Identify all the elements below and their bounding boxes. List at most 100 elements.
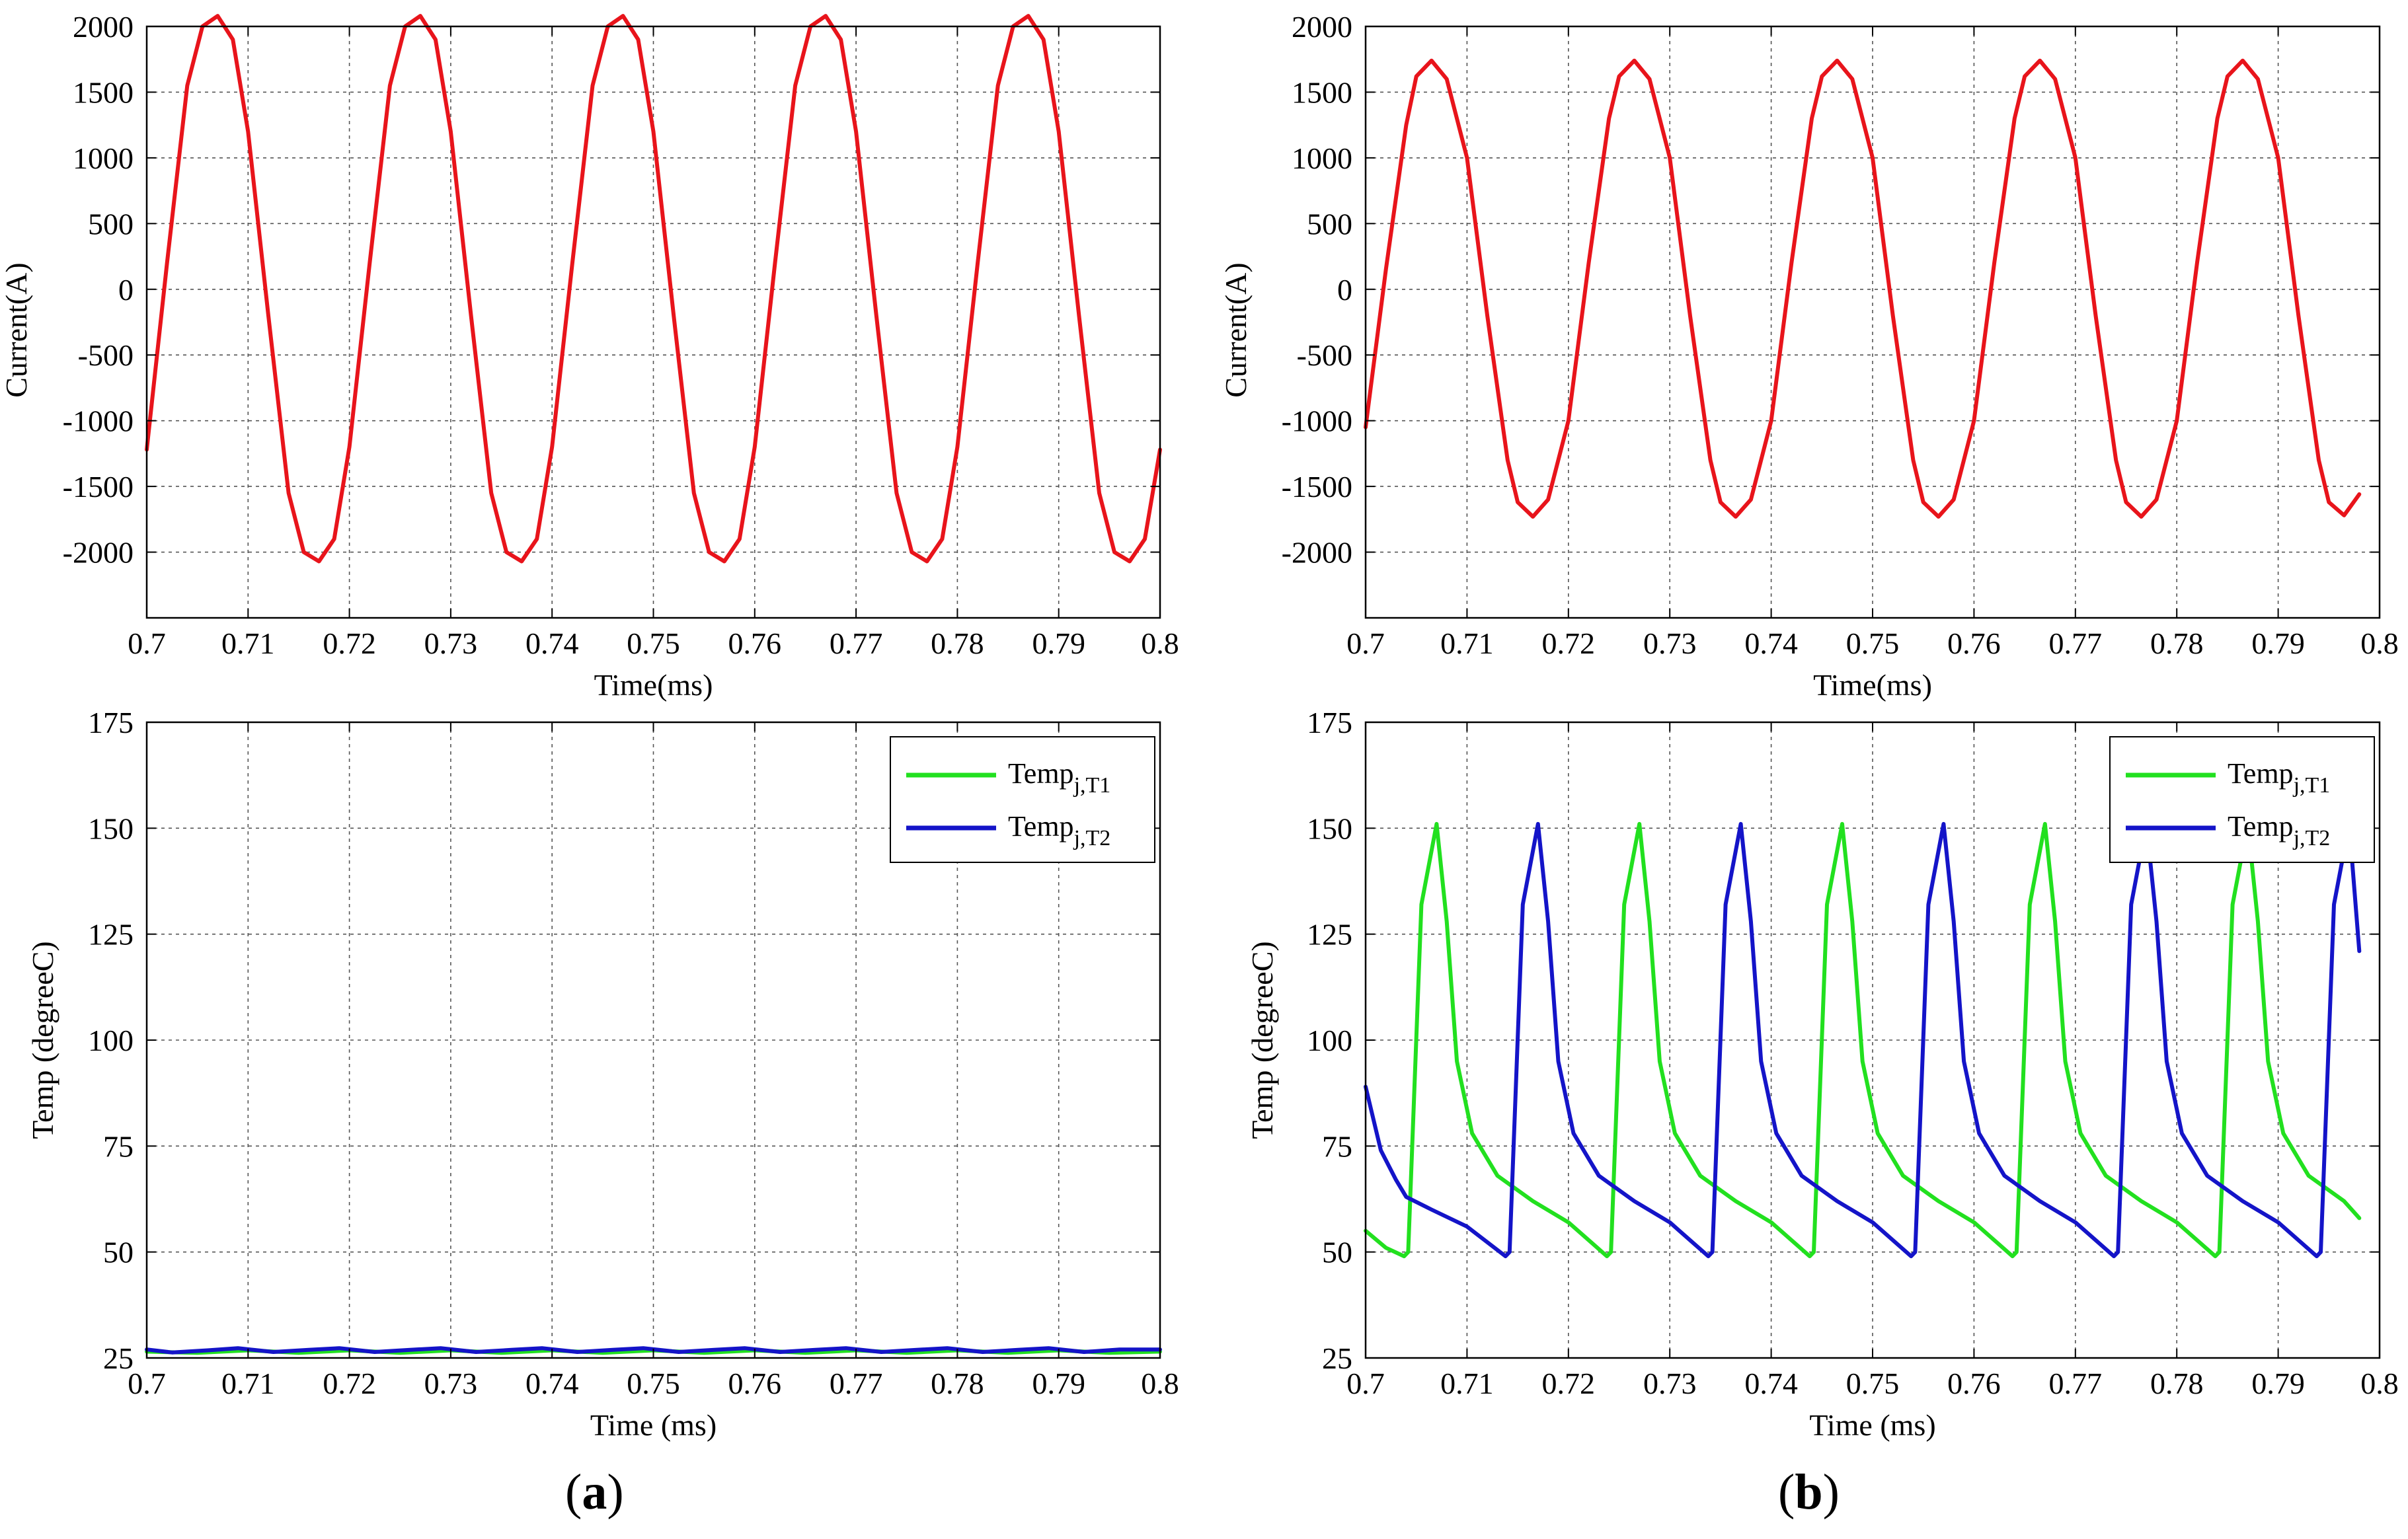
legend-label-subscript: j,T1 [2293,773,2331,798]
x-tick-label: 0.8 [1141,626,1179,660]
x-tick-label: 0.79 [2251,1367,2305,1400]
x-tick-label: 0.72 [323,1367,376,1400]
x-tick-label: 0.75 [1846,626,1900,660]
series-line-j-t2 [145,1346,1162,1355]
series-line-j-t2 [1364,821,2362,1259]
panel-label-b-letter: b [1795,1464,1823,1520]
x-tick-label: 0.75 [627,626,680,660]
y-tick-label: -1000 [63,404,134,438]
chart-panel-a-temp: 0.7 0.71 0.72 0.73 0.74 0.75 0.76 0.77 0.78 0.79 0… [26,706,1179,1442]
panel-label-b-close: ) [1822,1464,1840,1520]
y-tick-label: -2000 [63,536,134,570]
series-line-current [145,14,1162,564]
panel-label-a-close: ) [607,1464,624,1520]
series-line-current [1364,58,2362,519]
x-tick-label: 0.73 [424,1367,478,1400]
x-tick-label: 0.7 [1346,1367,1385,1400]
x-axis-label: Time (ms) [1809,1408,1935,1442]
y-tick-label: 500 [88,207,134,241]
y-tick-label: 175 [88,706,134,739]
x-tick-label: 0.71 [221,626,275,660]
x-tick-label: 0.77 [830,626,883,660]
x-tick-label: 0.8 [2360,626,2399,660]
x-tick-label: 0.7 [128,1367,166,1400]
y-tick-label: 50 [103,1236,134,1269]
y-tick-label: 100 [88,1024,134,1057]
y-tick-label: -1500 [1282,470,1352,504]
x-axis-label: Time(ms) [594,668,713,702]
x-tick-label: 0.78 [931,626,984,660]
x-tick-label: 0.78 [2150,1367,2204,1400]
x-tick-label: 0.75 [1846,1367,1900,1400]
chart-panel-b-temp: 0.7 0.71 0.72 0.73 0.74 0.75 0.76 0.77 0.78 0.79 0… [1245,706,2399,1442]
x-axis-label: Time(ms) [1813,668,1932,702]
y-tick-label: -500 [1297,338,1352,372]
chart-panel-a-current: 0.7 0.71 0.72 0.73 0.74 0.75 0.76 0.77 0.78 0.79 0… [0,10,1179,702]
x-tick-label: 0.73 [1643,626,1697,660]
x-tick-label: 0.71 [1440,1367,1494,1400]
x-axis-label: Time (ms) [590,1408,717,1442]
x-tick-label: 0.79 [1032,1367,1085,1400]
panel-label-b: (b) [1778,1464,1840,1521]
legend-label-subscript: j,T2 [2293,826,2331,850]
x-tick-label: 0.76 [1947,626,2001,660]
x-tick-label: 0.72 [323,626,376,660]
x-tick-label: 0.79 [1032,626,1085,660]
y-tick-label: 0 [1337,273,1352,307]
x-tick-label: 0.77 [2049,1367,2103,1400]
x-tick-label: 0.8 [2360,1367,2399,1400]
y-axis-label: Current(A) [1219,262,1253,397]
y-tick-label: 2000 [73,10,134,44]
x-tick-label: 0.74 [1744,1367,1798,1400]
y-tick-label: 0 [118,273,134,307]
x-tick-label: 0.77 [830,1367,883,1400]
y-tick-label: 150 [1307,811,1352,845]
x-tick-label: 0.75 [627,1367,680,1400]
y-tick-label: 50 [1322,1236,1352,1269]
x-tick-label: 0.78 [931,1367,984,1400]
y-tick-label: -1500 [63,470,134,504]
y-tick-label: 25 [103,1341,134,1375]
y-tick-label: 1000 [1292,141,1352,175]
x-tick-label: 0.77 [2049,626,2103,660]
y-tick-label: 75 [103,1129,134,1163]
y-tick-label: 125 [1307,918,1352,952]
legend-label-subscript: j,T2 [1073,826,1111,850]
y-tick-label: -500 [78,338,134,372]
x-tick-label: 0.76 [1947,1367,2001,1400]
x-tick-label: 0.72 [1542,1367,1596,1400]
x-tick-label: 0.71 [221,1367,275,1400]
x-tick-label: 0.74 [525,626,579,660]
x-tick-label: 0.74 [525,1367,579,1400]
y-axis-label: Temp (degreeC) [26,941,59,1139]
y-tick-label: 75 [1322,1129,1352,1163]
y-tick-label: 25 [1322,1341,1352,1375]
x-tick-label: 0.73 [1643,1367,1697,1400]
y-axis-label: Temp (degreeC) [1245,941,1279,1139]
legend-label-subscript: j,T1 [1073,773,1111,798]
y-tick-label: 1500 [1292,75,1352,109]
y-tick-label: 150 [88,811,134,845]
x-tick-label: 0.8 [1141,1367,1179,1400]
panel-label-a: (a) [565,1464,624,1521]
legend-box [2109,736,2375,863]
x-tick-label: 0.79 [2251,626,2305,660]
x-tick-label: 0.76 [728,1367,782,1400]
series-line-j-t1 [1364,821,2362,1259]
x-tick-label: 0.74 [1744,626,1798,660]
panel-label-b-open: ( [1778,1464,1795,1520]
y-tick-label: 125 [88,918,134,952]
y-axis-label: Current(A) [0,262,33,397]
chart-panel-b-current: 0.7 0.71 0.72 0.73 0.74 0.75 0.76 0.77 0.78 0.79 0… [1219,10,2399,702]
x-tick-label: 0.71 [1440,626,1494,660]
legend-box [890,736,1155,863]
y-tick-label: 1000 [73,141,134,175]
x-tick-label: 0.7 [1346,626,1385,660]
x-tick-label: 0.76 [728,626,782,660]
y-tick-label: -1000 [1282,404,1352,438]
y-tick-label: 500 [1307,207,1352,241]
panel-label-a-letter: a [582,1464,607,1520]
y-tick-label: 2000 [1292,10,1352,44]
x-tick-label: 0.7 [128,626,166,660]
